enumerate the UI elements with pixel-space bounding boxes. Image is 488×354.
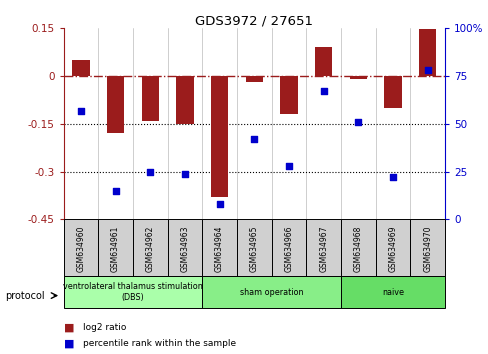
Bar: [107, 76, 124, 133]
Bar: [340, 276, 444, 308]
Point: [111, 188, 119, 194]
Text: GSM634966: GSM634966: [284, 225, 293, 272]
Text: GSM634960: GSM634960: [76, 225, 85, 272]
Text: GSM634963: GSM634963: [180, 225, 189, 272]
Bar: [280, 76, 297, 114]
Text: GSM634969: GSM634969: [387, 225, 397, 272]
Bar: [305, 219, 340, 276]
Text: percentile rank within the sample: percentile rank within the sample: [83, 339, 236, 348]
Bar: [63, 276, 202, 308]
Bar: [98, 219, 133, 276]
Bar: [202, 276, 340, 308]
Point: [181, 171, 188, 176]
Bar: [375, 219, 409, 276]
Text: GSM634967: GSM634967: [319, 225, 327, 272]
Text: log2 ratio: log2 ratio: [83, 323, 126, 332]
Text: ■: ■: [63, 322, 74, 332]
Bar: [349, 76, 366, 79]
Bar: [271, 219, 305, 276]
Bar: [176, 76, 193, 124]
Bar: [63, 219, 98, 276]
Title: GDS3972 / 27651: GDS3972 / 27651: [195, 14, 313, 27]
Point: [146, 169, 154, 175]
Text: GSM634962: GSM634962: [145, 225, 154, 272]
Point: [354, 119, 362, 125]
Bar: [418, 29, 435, 76]
Text: ■: ■: [63, 338, 74, 348]
Bar: [72, 60, 89, 76]
Bar: [237, 219, 271, 276]
Text: GSM634961: GSM634961: [111, 225, 120, 272]
Point: [319, 88, 327, 94]
Text: GSM634964: GSM634964: [215, 225, 224, 272]
Text: GSM634968: GSM634968: [353, 225, 362, 272]
Text: GSM634970: GSM634970: [422, 225, 431, 272]
Bar: [202, 219, 237, 276]
Point: [388, 175, 396, 180]
Text: ventrolateral thalamus stimulation
(DBS): ventrolateral thalamus stimulation (DBS): [63, 282, 203, 302]
Bar: [133, 219, 167, 276]
Bar: [409, 219, 444, 276]
Text: GSM634965: GSM634965: [249, 225, 258, 272]
Bar: [167, 219, 202, 276]
Point: [285, 163, 292, 169]
Text: protocol: protocol: [5, 291, 44, 301]
Point: [250, 136, 258, 142]
Point: [423, 68, 431, 73]
Text: sham operation: sham operation: [240, 287, 303, 297]
Bar: [314, 47, 332, 76]
Point: [215, 201, 223, 207]
Bar: [245, 76, 263, 82]
Point: [77, 108, 84, 113]
Bar: [210, 76, 228, 197]
Bar: [142, 76, 159, 121]
Text: naive: naive: [381, 287, 403, 297]
Bar: [384, 76, 401, 108]
Bar: [340, 219, 375, 276]
